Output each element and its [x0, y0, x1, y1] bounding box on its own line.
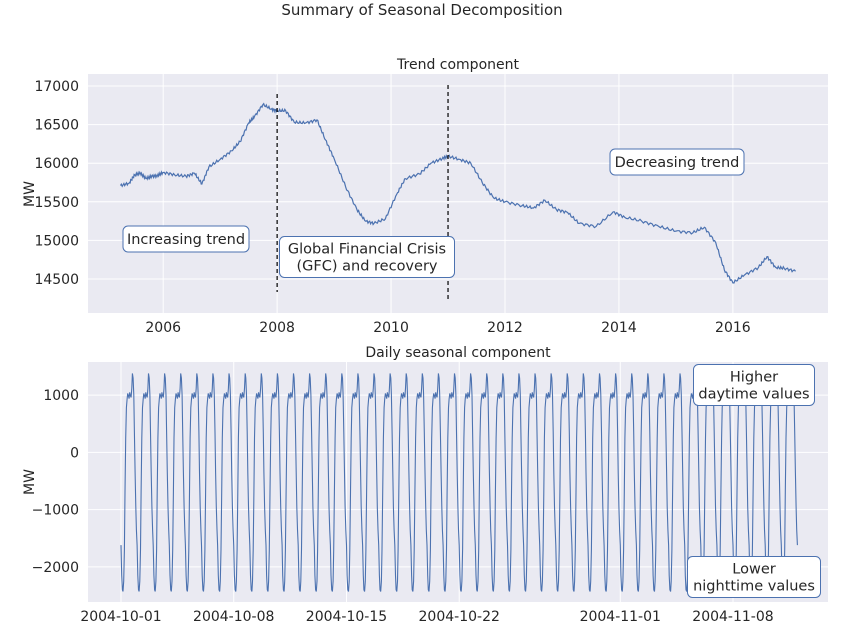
trend-y-tick-label: 15000 — [34, 233, 79, 249]
trend-title: Trend component — [396, 57, 519, 73]
annotation-daytime-box — [693, 364, 815, 406]
seasonal-line — [120, 373, 798, 592]
seasonal-panel: Daily seasonal component MW 2004-10-01 20… — [22, 345, 828, 625]
annotation-increasing-trend-text: Increasing trend — [127, 232, 245, 248]
trend-x-tick-label: 2006 — [145, 320, 181, 336]
seasonal-x-tick-label: 2004-11-01 — [580, 609, 661, 625]
trend-ylabel: MW — [22, 181, 38, 207]
seasonal-y-tick-label: −1000 — [32, 503, 79, 519]
figure-title: Summary of Seasonal Decomposition — [281, 1, 562, 19]
trend-x-tick-label: 2012 — [487, 320, 523, 336]
annotation-daytime-text: daytime values — [698, 387, 809, 403]
trend-line — [119, 102, 796, 284]
seasonal-x-tick-label: 2004-10-22 — [419, 609, 500, 625]
annotation-gfc-text: Global Financial Crisis — [288, 242, 446, 258]
seasonal-ylabel: MW — [22, 469, 38, 495]
trend-x-tick-label: 2010 — [373, 320, 409, 336]
trend-x-tick-label: 2016 — [715, 320, 751, 336]
seasonal-x-tick-label: 2004-10-08 — [193, 609, 274, 625]
trend-y-tick-label: 17000 — [34, 79, 79, 95]
seasonal-x-tick-label: 2004-11-08 — [692, 609, 773, 625]
trend-x-tick-label: 2014 — [601, 320, 637, 336]
annotation-daytime-text: Higher — [730, 370, 778, 386]
seasonal-y-tick-label: −2000 — [32, 560, 79, 576]
trend-plot-area — [88, 74, 828, 313]
seasonal-y-tick-label: 0 — [70, 445, 79, 461]
seasonal-x-tick-label: 2004-10-15 — [306, 609, 387, 625]
trend-x-tick-label: 2008 — [259, 320, 295, 336]
annotation-increasing-trend: Increasing trend — [122, 225, 250, 253]
trend-panel: Trend component MW 2006 2008 2010 2012 2014 2… — [22, 57, 828, 336]
seasonal-title: Daily seasonal component — [365, 345, 551, 361]
annotation-decreasing-trend-text: Decreasing trend — [615, 155, 740, 171]
annotation-gfc-box — [279, 236, 455, 278]
annotation-nighttime-text: Lower — [732, 562, 775, 578]
trend-y-tick-label: 15500 — [34, 195, 79, 211]
annotation-gfc: Global Financial Crisis(GFC) and recover… — [279, 236, 455, 278]
seasonal-y-tick-label: 1000 — [43, 388, 79, 404]
seasonal-x-tick-label: 2004-10-01 — [80, 609, 161, 625]
annotation-decreasing-trend: Decreasing trend — [609, 148, 745, 176]
annotation-increasing-trend-box — [122, 225, 250, 253]
trend-y-tick-label: 16000 — [34, 156, 79, 172]
trend-y-tick-label: 14500 — [34, 272, 79, 288]
annotation-nighttime-box — [687, 556, 821, 598]
annotation-decreasing-trend-box — [609, 148, 745, 176]
annotation-nighttime-text: nighttime values — [693, 579, 815, 595]
annotation-gfc-text: (GFC) and recovery — [297, 259, 438, 275]
trend-y-tick-label: 16500 — [34, 118, 79, 134]
